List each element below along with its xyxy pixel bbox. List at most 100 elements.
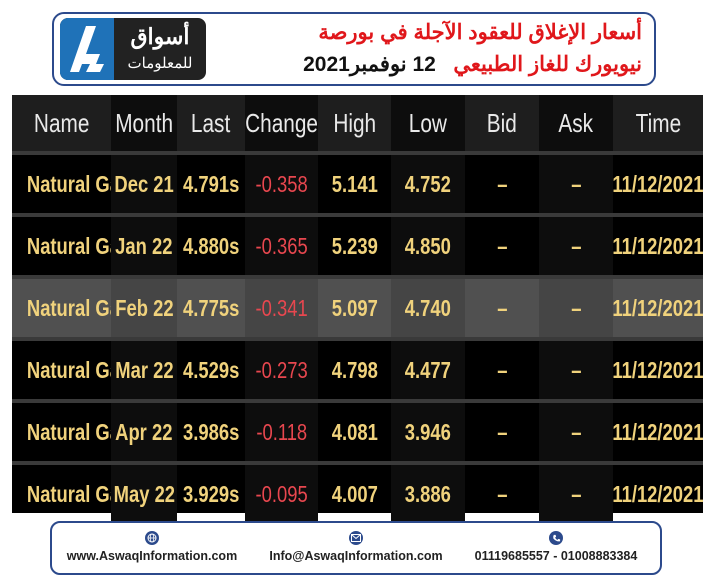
cell-name: Natural Gas bbox=[12, 341, 130, 399]
header-banner: أسواق للمعلومات أسعار الإغلاق للعقود الآ… bbox=[52, 12, 656, 86]
cell-ask-value: – bbox=[570, 170, 582, 197]
cell-time-value: 11/12/2021 bbox=[612, 480, 704, 507]
cell-time: 11/12/2021 bbox=[612, 217, 704, 275]
cell-bid: – bbox=[465, 403, 539, 461]
cell-month: Jan 22 bbox=[111, 217, 177, 275]
row-divider bbox=[12, 213, 703, 217]
phone-text: 01119685557 - 01008883384 bbox=[474, 549, 638, 563]
cell-month-value: May 22 bbox=[113, 480, 175, 507]
cell-month: Apr 22 bbox=[111, 403, 177, 461]
column-header-ask[interactable]: Ask bbox=[539, 95, 613, 151]
cell-low: 4.740 bbox=[391, 279, 465, 337]
cell-last-value: 4.880s bbox=[182, 232, 240, 259]
cell-high: 4.798 bbox=[318, 341, 391, 399]
column-header-high[interactable]: High bbox=[318, 95, 391, 151]
cell-month-value: Mar 22 bbox=[114, 356, 174, 383]
cell-change-value: -0.273 bbox=[255, 356, 308, 383]
cell-bid-value: – bbox=[496, 480, 508, 507]
column-header-label: Low bbox=[408, 107, 448, 138]
cell-last: 3.986s bbox=[177, 403, 245, 461]
column-header-bid[interactable]: Bid bbox=[465, 95, 539, 151]
table-row[interactable]: Natural Gas May 22 3.929s -0.095 4.007 3.886 –… bbox=[12, 465, 704, 523]
footer-email[interactable]: Info@AswaqInformation.com bbox=[256, 531, 456, 563]
footer-website[interactable]: www.AswaqInformation.com bbox=[52, 531, 252, 563]
page-title-line2: نيويورك للغاز الطبيعي 12 نوفمبر2021 bbox=[303, 52, 642, 77]
column-header-label: Name bbox=[33, 107, 90, 138]
cell-change: -0.365 bbox=[245, 217, 318, 275]
column-header-month[interactable]: Month bbox=[111, 95, 177, 151]
cell-time: 11/12/2021 bbox=[612, 341, 703, 399]
cell-last: 4.791s bbox=[177, 155, 245, 213]
title-date: 12 نوفمبر2021 bbox=[303, 53, 436, 76]
cell-ask-value: – bbox=[570, 480, 582, 507]
cell-bid-value: – bbox=[496, 356, 508, 383]
page-title-line1: أسعار الإغلاق للعقود الآجلة في بورصة bbox=[318, 21, 642, 44]
cell-month: Feb 22 bbox=[111, 279, 177, 337]
footer-phone[interactable]: 01119685557 - 01008883384 bbox=[456, 531, 656, 563]
row-divider bbox=[12, 461, 703, 465]
website-text: www.AswaqInformation.com bbox=[66, 549, 238, 563]
logo-a-icon bbox=[60, 18, 114, 80]
table-row[interactable]: Natural Gas Dec 21 4.791s -0.358 5.141 4.752 –… bbox=[12, 155, 704, 213]
cell-month-value: Dec 21 bbox=[114, 170, 174, 197]
cell-month-value: Feb 22 bbox=[114, 294, 174, 321]
cell-change-value: -0.358 bbox=[255, 170, 308, 197]
table-row[interactable]: Natural Gas Mar 22 4.529s -0.273 4.798 4.477 –… bbox=[12, 341, 704, 399]
table-row[interactable]: Natural Gas Apr 22 3.986s -0.118 4.081 3.946 –… bbox=[12, 403, 704, 461]
row-divider bbox=[12, 399, 703, 403]
cell-low: 3.886 bbox=[391, 465, 465, 523]
column-header-label: Time bbox=[635, 107, 681, 138]
cell-ask: – bbox=[539, 279, 613, 337]
cell-low: 4.850 bbox=[391, 217, 465, 275]
cell-time: 11/12/2021 bbox=[612, 155, 704, 213]
cell-time: 11/12/2021 bbox=[612, 403, 703, 461]
column-header-name[interactable]: Name bbox=[12, 95, 111, 151]
cell-last: 4.880s bbox=[177, 217, 245, 275]
table-row[interactable]: Natural Gas Feb 22 4.775s -0.341 5.097 4.740 –… bbox=[12, 279, 704, 337]
cell-ask: – bbox=[539, 155, 613, 213]
cell-change-value: -0.341 bbox=[255, 294, 308, 321]
cell-change: -0.273 bbox=[245, 341, 318, 399]
cell-ask: – bbox=[539, 341, 613, 399]
cell-time-value: 11/12/2021 bbox=[612, 294, 704, 321]
column-header-label: Change bbox=[245, 107, 318, 138]
cell-time-value: 11/12/2021 bbox=[612, 170, 704, 197]
cell-last-value: 4.775s bbox=[182, 294, 240, 321]
column-header-last[interactable]: Last bbox=[177, 95, 245, 151]
cell-bid: – bbox=[465, 341, 539, 399]
cell-low-value: 4.752 bbox=[404, 170, 452, 197]
cell-name: Natural Gas bbox=[12, 217, 130, 275]
column-header-low[interactable]: Low bbox=[391, 95, 465, 151]
cell-last-value: 4.791s bbox=[182, 170, 240, 197]
cell-low-value: 4.477 bbox=[404, 356, 452, 383]
column-header-time[interactable]: Time bbox=[613, 95, 703, 151]
cell-time-value: 11/12/2021 bbox=[612, 232, 704, 259]
cell-bid: – bbox=[465, 465, 539, 523]
cell-high-value: 4.081 bbox=[331, 418, 378, 445]
cell-month: May 22 bbox=[111, 465, 177, 523]
cell-bid-value: – bbox=[496, 170, 508, 197]
cell-ask-value: – bbox=[570, 418, 582, 445]
cell-name: Natural Gas bbox=[12, 279, 130, 337]
cell-ask-value: – bbox=[570, 232, 582, 259]
envelope-icon bbox=[349, 531, 363, 545]
cell-high: 4.081 bbox=[318, 403, 391, 461]
cell-bid-value: – bbox=[496, 418, 508, 445]
cell-last: 4.529s bbox=[177, 341, 245, 399]
aswaq-logo: أسواق للمعلومات bbox=[60, 18, 206, 80]
cell-high-value: 4.007 bbox=[331, 480, 378, 507]
cell-time: 11/12/2021 bbox=[612, 465, 704, 523]
cell-high: 5.141 bbox=[318, 155, 391, 213]
cell-high-value: 5.141 bbox=[331, 170, 378, 197]
table-header-row: Name Month Last Change High Low Bid Ask Time bbox=[12, 95, 703, 151]
cell-change-value: -0.118 bbox=[256, 418, 307, 445]
cell-low: 4.477 bbox=[391, 341, 465, 399]
cell-bid: – bbox=[465, 217, 539, 275]
column-header-change[interactable]: Change bbox=[245, 95, 318, 151]
cell-last: 4.775s bbox=[177, 279, 245, 337]
column-header-label: Month bbox=[115, 107, 173, 138]
table-row[interactable]: Natural Gas Jan 22 4.880s -0.365 5.239 4.850 –… bbox=[12, 217, 704, 275]
phone-icon bbox=[549, 531, 563, 545]
row-divider bbox=[12, 275, 703, 279]
cell-last-value: 3.986s bbox=[182, 418, 240, 445]
